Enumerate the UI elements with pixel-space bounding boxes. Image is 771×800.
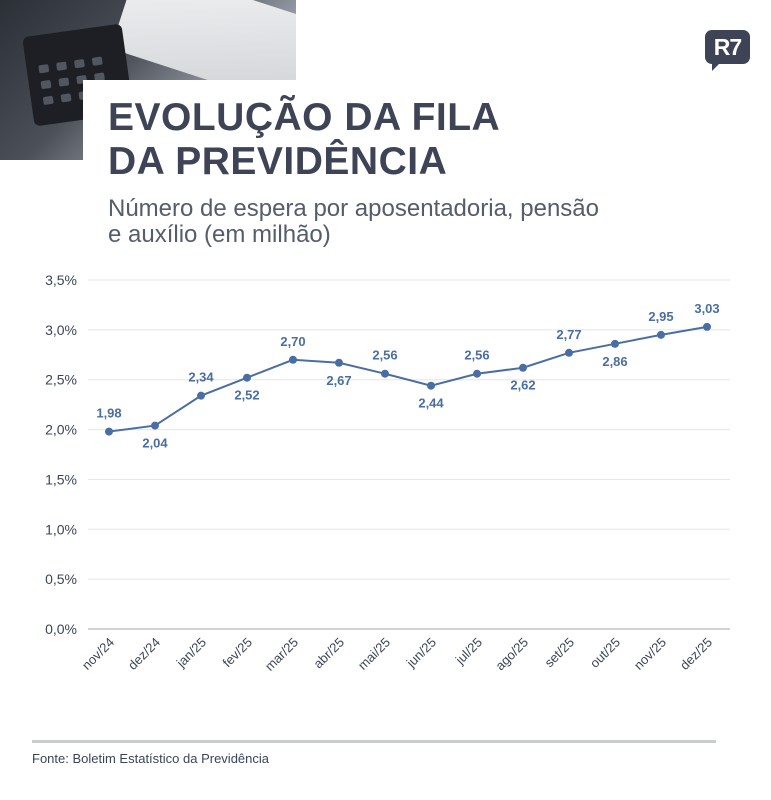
title-line-1: EVOLUÇÃO DA FILA — [108, 96, 501, 139]
data-label: 2,70 — [280, 334, 305, 349]
data-label: 2,44 — [418, 396, 444, 411]
subtitle-line-2: e auxílio (em milhão) — [108, 221, 331, 248]
data-point — [427, 381, 435, 390]
chart-series — [105, 322, 711, 436]
series-line — [108, 325, 708, 433]
y-tick-label: 0,5% — [45, 571, 77, 587]
data-point — [703, 322, 711, 331]
y-tick-label: 3,0% — [45, 322, 77, 338]
data-point — [565, 348, 573, 357]
x-tick-label: mar/25 — [262, 635, 301, 674]
source-divider — [32, 740, 716, 743]
title-background — [83, 80, 771, 180]
data-label: 2,86 — [602, 354, 627, 369]
x-tick-label: dez/24 — [125, 635, 163, 673]
page-title: EVOLUÇÃO DA FILA DA PREVIDÊNCIA — [108, 96, 500, 184]
y-tick-label: 1,0% — [45, 521, 77, 537]
x-tick-label: set/25 — [541, 635, 577, 671]
data-point — [243, 373, 251, 382]
data-label: 1,98 — [96, 406, 121, 421]
x-tick-label: dez/25 — [677, 635, 715, 673]
source-note: Fonte: Boletim Estatístico da Previdênci… — [32, 751, 270, 766]
data-point — [657, 330, 665, 339]
data-point — [381, 369, 389, 378]
x-tick-label: fev/25 — [219, 635, 255, 671]
data-point — [105, 427, 113, 436]
y-tick-label: 2,0% — [45, 422, 77, 438]
y-tick-label: 2,5% — [45, 372, 77, 388]
data-point — [473, 369, 481, 378]
x-tick-label: jul/25 — [452, 635, 485, 668]
data-label: 3,03 — [694, 301, 719, 316]
data-label: 2,95 — [648, 309, 673, 324]
data-label: 2,77 — [556, 327, 581, 342]
x-tick-label: ago/25 — [492, 635, 531, 674]
data-point — [611, 339, 619, 348]
data-point — [289, 355, 297, 364]
chart-grid — [88, 279, 730, 630]
data-point — [519, 363, 527, 372]
x-axis-ticks: nov/24 dez/24 jan/25 fev/25 mar/25 abr/25 mai/… — [79, 635, 715, 674]
data-label: 2,56 — [372, 348, 397, 363]
x-tick-label: mai/25 — [355, 635, 393, 673]
data-point — [151, 421, 159, 430]
subtitle-line-1: Número de espera por aposentadoria, pens… — [108, 195, 599, 222]
data-label: 2,52 — [234, 388, 259, 403]
data-point — [197, 391, 205, 400]
x-tick-label: abr/25 — [310, 635, 347, 672]
y-axis-ticks: 0,0% 0,5% 1,0% 1,5% 2,0% 2,5% 3,0% 3,5% — [45, 272, 77, 637]
x-tick-label: out/25 — [587, 635, 623, 671]
data-labels: 1,98 2,04 2,34 2,52 2,70 2,67 2,56 2,44 2,56 2,62… — [96, 301, 719, 451]
x-tick-label: jan/25 — [173, 635, 209, 671]
y-tick-label: 3,5% — [45, 272, 77, 288]
data-label: 2,04 — [142, 436, 168, 451]
x-tick-label: nov/25 — [631, 635, 669, 673]
y-tick-label: 1,5% — [45, 471, 77, 487]
data-point — [335, 358, 343, 367]
y-tick-label: 0,0% — [45, 621, 77, 637]
line-chart: 0,0%0,5%1,0%1,5%2,0%2,5%3,0%3,5% nov/24 d… — [45, 272, 730, 674]
data-label: 2,56 — [464, 348, 489, 363]
data-label: 2,34 — [188, 370, 214, 385]
title-line-2: DA PREVIDÊNCIA — [108, 140, 448, 183]
x-tick-label: jun/25 — [403, 635, 439, 671]
data-label: 2,62 — [510, 378, 535, 393]
data-label: 2,67 — [326, 373, 351, 388]
page-subtitle: Número de espera por aposentadoria, pens… — [108, 196, 668, 248]
x-tick-label: nov/24 — [79, 635, 117, 673]
r7-logo: R7 — [705, 30, 750, 71]
